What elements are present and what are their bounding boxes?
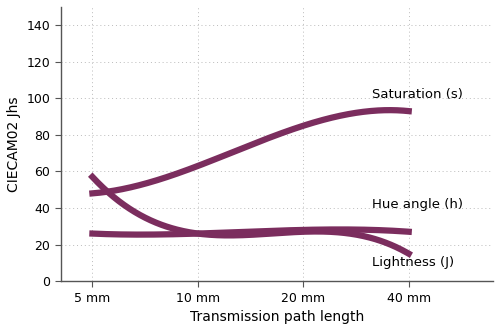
Text: Lightness (J): Lightness (J) bbox=[372, 257, 454, 269]
Text: Hue angle (h): Hue angle (h) bbox=[372, 198, 463, 211]
Y-axis label: CIECAM02 Jhs: CIECAM02 Jhs bbox=[7, 96, 21, 192]
Text: Saturation (s): Saturation (s) bbox=[372, 88, 462, 101]
X-axis label: Transmission path length: Transmission path length bbox=[190, 310, 364, 324]
